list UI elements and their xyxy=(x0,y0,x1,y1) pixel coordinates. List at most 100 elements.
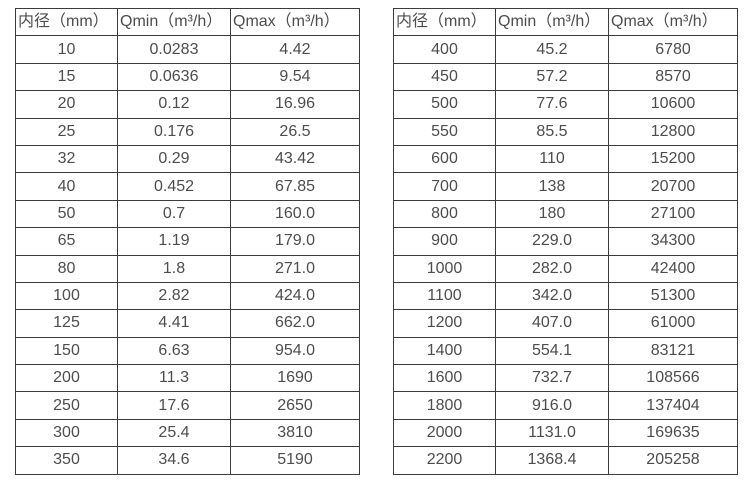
cell-qmax: 83121 xyxy=(608,336,738,366)
cell-qmax: 16.96 xyxy=(230,90,360,119)
cell-diameter: 550 xyxy=(393,117,496,146)
table-row: 400 45.2 6780 xyxy=(393,35,738,64)
table-row: 1200 407.0 61000 xyxy=(393,309,738,338)
header-row: 内径（mm） Qmin（m³/h） Qmax（m³/h） xyxy=(393,7,738,37)
cell-qmax: 10600 xyxy=(608,90,738,119)
cell-qmax: 9.54 xyxy=(230,62,360,92)
table-row: 32 0.29 43.42 xyxy=(15,144,360,174)
table-row: 80 1.8 271.0 xyxy=(15,254,360,283)
table-row: 25 0.176 26.5 xyxy=(15,117,360,146)
cell-diameter: 15 xyxy=(15,62,118,92)
table-row: 450 57.2 8570 xyxy=(393,62,738,92)
cell-diameter: 10 xyxy=(15,35,118,64)
cell-qmax: 4.42 xyxy=(230,35,360,64)
cell-diameter: 700 xyxy=(393,172,496,201)
cell-qmin: 34.6 xyxy=(117,446,231,475)
flow-rate-table-small-diameters: 内径（mm） Qmin（m³/h） Qmax（m³/h） 10 0.0283 4.42 1… xyxy=(15,7,360,475)
table-row: 40 0.452 67.85 xyxy=(15,172,360,201)
cell-qmin: 6.63 xyxy=(117,336,231,366)
table-row: 600 110 15200 xyxy=(393,144,738,174)
table-row: 700 138 20700 xyxy=(393,172,738,201)
cell-qmax: 6780 xyxy=(608,35,738,64)
cell-diameter: 1100 xyxy=(393,281,496,311)
cell-diameter: 450 xyxy=(393,62,496,92)
cell-qmax: 42400 xyxy=(608,254,738,283)
cell-qmax: 108566 xyxy=(608,364,738,393)
table-row: 50 0.7 160.0 xyxy=(15,199,360,229)
cell-qmin: 17.6 xyxy=(117,391,231,420)
cell-diameter: 1000 xyxy=(393,254,496,283)
cell-diameter: 80 xyxy=(15,254,118,283)
cell-qmin: 25.4 xyxy=(117,418,231,448)
cell-qmax: 271.0 xyxy=(230,254,360,283)
cell-diameter: 32 xyxy=(15,144,118,174)
cell-qmin: 85.5 xyxy=(495,117,609,146)
cell-qmax: 61000 xyxy=(608,309,738,338)
cell-qmax: 2650 xyxy=(230,391,360,420)
column-header-qmin: Qmin（m³/h） xyxy=(117,7,231,37)
header-row: 内径（mm） Qmin（m³/h） Qmax（m³/h） xyxy=(15,7,360,37)
table-row: 300 25.4 3810 xyxy=(15,418,360,448)
cell-diameter: 150 xyxy=(15,336,118,366)
cell-qmin: 77.6 xyxy=(495,90,609,119)
cell-qmax: 424.0 xyxy=(230,281,360,311)
table-body: 400 45.2 6780 450 57.2 8570 500 77.6 10600 550 85.… xyxy=(393,35,738,475)
cell-qmax: 662.0 xyxy=(230,309,360,338)
table-row: 150 6.63 954.0 xyxy=(15,336,360,366)
cell-diameter: 200 xyxy=(15,364,118,393)
cell-qmin: 57.2 xyxy=(495,62,609,92)
cell-diameter: 250 xyxy=(15,391,118,420)
cell-qmin: 0.7 xyxy=(117,199,231,229)
cell-diameter: 65 xyxy=(15,227,118,256)
table-row: 2200 1368.4 205258 xyxy=(393,446,738,475)
cell-qmin: 229.0 xyxy=(495,227,609,256)
cell-qmax: 3810 xyxy=(230,418,360,448)
cell-diameter: 25 xyxy=(15,117,118,146)
cell-qmax: 179.0 xyxy=(230,227,360,256)
cell-qmin: 342.0 xyxy=(495,281,609,311)
cell-qmax: 34300 xyxy=(608,227,738,256)
cell-qmax: 169635 xyxy=(608,418,738,448)
cell-diameter: 500 xyxy=(393,90,496,119)
cell-diameter: 2200 xyxy=(393,446,496,475)
cell-qmin: 282.0 xyxy=(495,254,609,283)
cell-qmin: 45.2 xyxy=(495,35,609,64)
cell-diameter: 125 xyxy=(15,309,118,338)
cell-diameter: 2000 xyxy=(393,418,496,448)
table-header: 内径（mm） Qmin（m³/h） Qmax（m³/h） xyxy=(393,7,738,37)
column-header-diameter: 内径（mm） xyxy=(393,7,496,37)
cell-qmin: 0.452 xyxy=(117,172,231,201)
cell-diameter: 20 xyxy=(15,90,118,119)
table-row: 200 11.3 1690 xyxy=(15,364,360,393)
cell-diameter: 1800 xyxy=(393,391,496,420)
cell-qmax: 20700 xyxy=(608,172,738,201)
cell-qmax: 51300 xyxy=(608,281,738,311)
cell-qmin: 11.3 xyxy=(117,364,231,393)
column-header-qmax: Qmax（m³/h） xyxy=(608,7,738,37)
cell-diameter: 1600 xyxy=(393,364,496,393)
table-row: 15 0.0636 9.54 xyxy=(15,62,360,92)
cell-qmin: 0.0283 xyxy=(117,35,231,64)
cell-diameter: 1200 xyxy=(393,309,496,338)
cell-qmax: 160.0 xyxy=(230,199,360,229)
cell-diameter: 350 xyxy=(15,446,118,475)
cell-qmin: 2.82 xyxy=(117,281,231,311)
cell-qmin: 732.7 xyxy=(495,364,609,393)
cell-qmax: 1690 xyxy=(230,364,360,393)
cell-qmax: 954.0 xyxy=(230,336,360,366)
cell-qmin: 180 xyxy=(495,199,609,229)
table-row: 900 229.0 34300 xyxy=(393,227,738,256)
table-row: 1100 342.0 51300 xyxy=(393,281,738,311)
cell-qmin: 407.0 xyxy=(495,309,609,338)
cell-diameter: 40 xyxy=(15,172,118,201)
cell-diameter: 400 xyxy=(393,35,496,64)
column-header-qmax: Qmax（m³/h） xyxy=(230,7,360,37)
flow-rate-table-large-diameters: 内径（mm） Qmin（m³/h） Qmax（m³/h） 400 45.2 6780 45… xyxy=(393,7,738,475)
cell-qmax: 8570 xyxy=(608,62,738,92)
cell-qmax: 26.5 xyxy=(230,117,360,146)
cell-qmax: 205258 xyxy=(608,446,738,475)
table-row: 10 0.0283 4.42 xyxy=(15,35,360,64)
column-header-diameter: 内径（mm） xyxy=(15,7,118,37)
cell-qmax: 137404 xyxy=(608,391,738,420)
